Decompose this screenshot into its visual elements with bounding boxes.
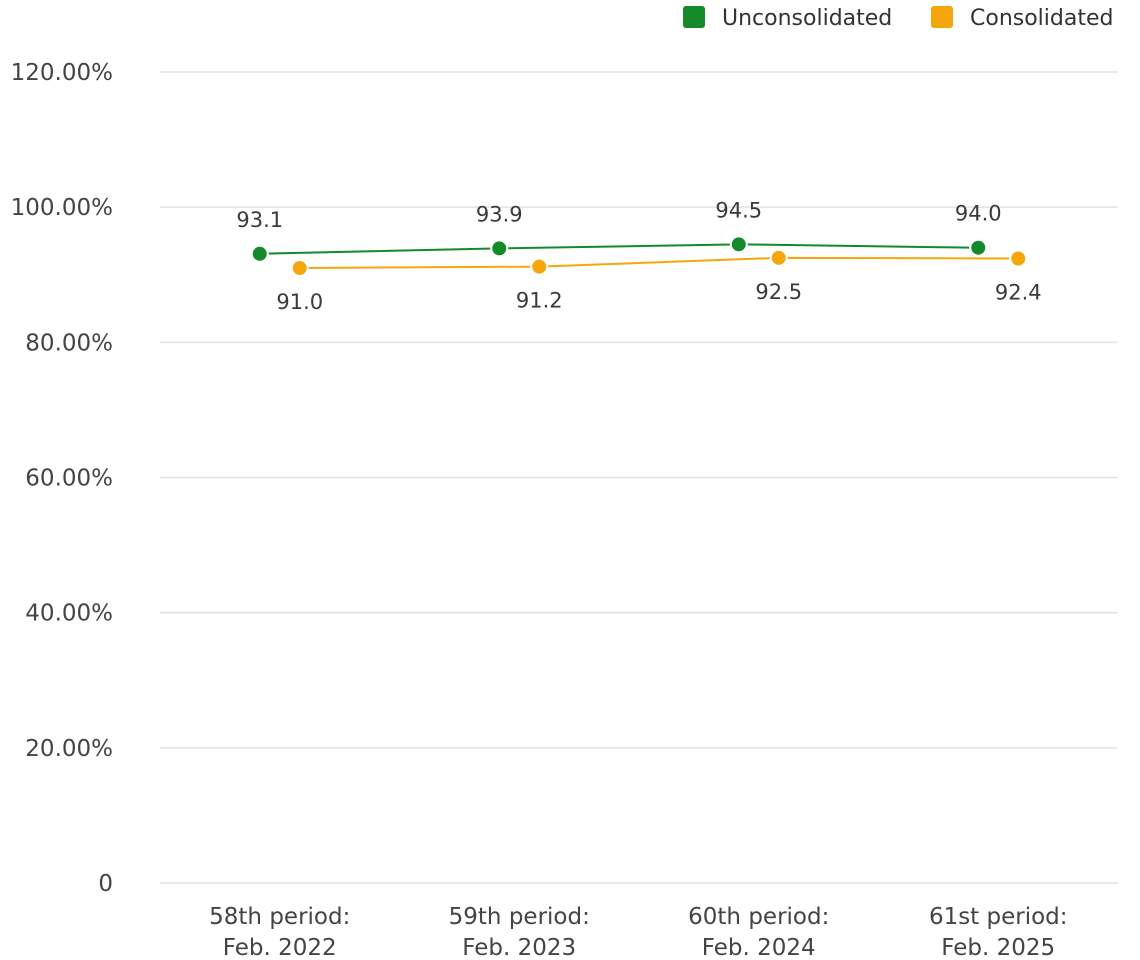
data-label-consolidated: 92.5 [755,280,802,304]
legend-label: Unconsolidated [722,6,892,31]
series-line-unconsolidated [259,243,979,255]
y-tick-label: 100.00% [11,195,113,221]
gridlines [160,71,1118,884]
y-tick-label: 60.00% [25,466,113,492]
y-tick-label: 20.00% [25,736,113,762]
legend-item-consolidated[interactable]: Consolidated [931,6,1113,31]
data-label-unconsolidated: 93.1 [236,208,283,232]
y-tick-label: 0 [98,871,113,897]
data-point-unconsolidated[interactable] [729,235,748,254]
y-tick-label: 80.00% [25,330,113,356]
x-tick-label: 61st period: Feb. 2025 [929,904,1068,960]
data-label-consolidated: 91.0 [276,290,323,314]
x-axis: 58th period: Feb. 2022 59th period: Feb. 20… [209,904,1067,960]
data-label-unconsolidated: 94.5 [715,198,762,222]
series-lines [259,243,1019,269]
data-point-unconsolidated[interactable] [250,244,269,263]
legend-label: Consolidated [970,6,1113,31]
y-axis: 0 20.00% 40.00% 60.00% 80.00% 100.00% 120.00% [11,60,113,897]
data-labels: 93.1 93.9 94.5 94.0 91.0 91.2 92.5 92.4 [236,198,1041,314]
legend-swatch [683,6,705,28]
data-label-consolidated: 92.4 [995,281,1042,305]
x-tick-label: 60th period: Feb. 2024 [688,904,829,960]
x-tick-label: 58th period: Feb. 2022 [209,904,350,960]
data-label-consolidated: 91.2 [516,289,563,313]
x-tick-label: 59th period: Feb. 2023 [449,904,590,960]
data-label-unconsolidated: 93.9 [476,202,523,226]
legend-swatch [931,6,953,28]
y-tick-label: 120.00% [11,60,113,86]
legend[interactable]: Unconsolidated Consolidated [683,6,1113,31]
series-line-consolidated [299,256,1019,269]
data-point-consolidated[interactable] [530,257,549,276]
series-points [250,235,1028,277]
data-point-consolidated[interactable] [290,258,309,277]
data-point-unconsolidated[interactable] [490,239,509,258]
y-tick-label: 40.00% [25,601,113,627]
data-label-unconsolidated: 94.0 [955,202,1002,226]
data-point-consolidated[interactable] [1009,249,1028,268]
data-point-unconsolidated[interactable] [969,238,988,257]
data-point-consolidated[interactable] [769,248,788,267]
legend-item-unconsolidated[interactable]: Unconsolidated [683,6,892,31]
